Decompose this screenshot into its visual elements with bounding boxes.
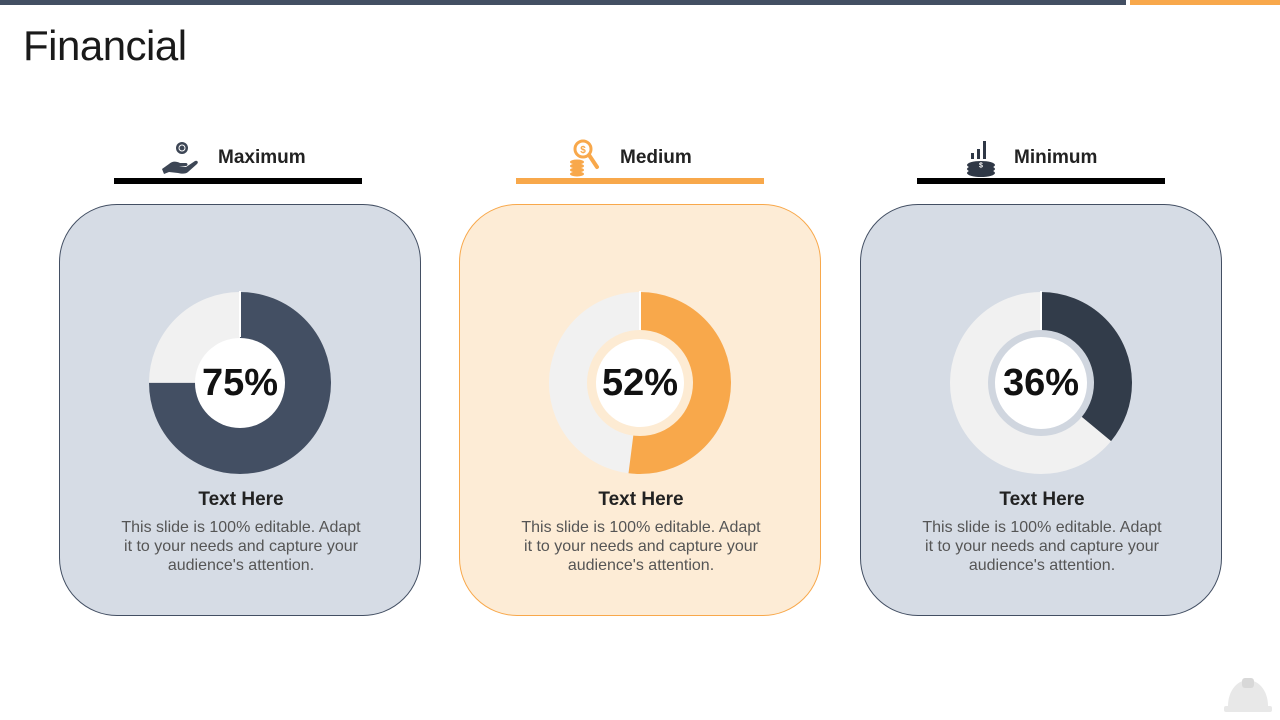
donut-hole-medium [596, 339, 684, 427]
donut-value-maximum: 75% [201, 361, 279, 404]
header-minimum: $ Minimum [917, 135, 1167, 187]
header-label-medium: Medium [620, 147, 692, 168]
column-minimum: $ Minimum 36% Text Here This slide is 10… [860, 0, 1224, 720]
donut-hole-maximum [195, 338, 285, 428]
donut-chart-minimum [950, 291, 1132, 474]
donut-chart-medium [549, 291, 731, 474]
card-description-minimum: This slide is 100% editable. Adapt it to… [922, 519, 1162, 574]
header-medium: $ Medium [516, 135, 766, 187]
card-minimum: 36% Text Here This slide is 100% editabl… [860, 204, 1222, 616]
header-label-minimum: Minimum [1014, 147, 1098, 168]
card-title-minimum: Text Here [999, 489, 1085, 510]
svg-text:$: $ [580, 145, 586, 156]
top-accent-bar-orange [1130, 0, 1280, 5]
top-accent-bar-dark [0, 0, 1126, 5]
card-title-medium: Text Here [598, 489, 684, 510]
svg-text:$: $ [979, 163, 983, 170]
header-underline-medium [516, 178, 764, 184]
card-title-maximum: Text Here [198, 489, 284, 510]
header-maximum: Maximum [114, 135, 364, 187]
card-maximum: 75% Text Here This slide is 100% editabl… [59, 204, 421, 616]
card-medium: 52% Text Here This slide is 100% editabl… [459, 204, 821, 616]
hardhat-logo-icon [1224, 678, 1272, 712]
column-maximum: Maximum 75% Text Here This slide is 100%… [59, 0, 423, 720]
donut-chart-maximum [149, 291, 331, 474]
column-medium: $ Medium 52% Text Here This slide is 100… [459, 0, 823, 720]
hand-coin-icon [162, 142, 198, 174]
slide-title: Financial [23, 22, 187, 69]
card-description-maximum: This slide is 100% editable. Adapt it to… [121, 519, 361, 574]
donut-value-minimum: 36% [1002, 361, 1080, 404]
coins-chart-icon: $ [967, 141, 995, 177]
card-description-medium: This slide is 100% editable. Adapt it to… [521, 519, 761, 574]
donut-value-medium: 52% [601, 361, 679, 404]
coins-magnifier-icon: $ [570, 139, 599, 177]
donut-hole-minimum [995, 337, 1087, 429]
header-label-maximum: Maximum [218, 147, 306, 168]
header-underline-minimum [917, 178, 1165, 184]
header-underline-maximum [114, 178, 362, 184]
